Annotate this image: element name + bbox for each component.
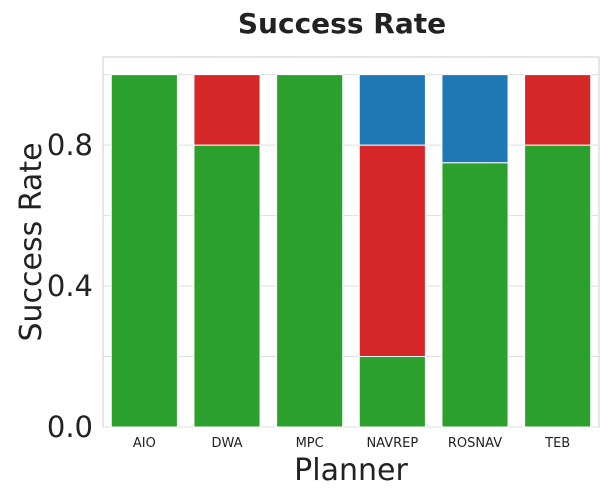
- y-tick-label: 0.8: [47, 128, 93, 162]
- bar-segment: [276, 74, 344, 428]
- bar-segment: [358, 74, 426, 146]
- bar-segment: [441, 162, 509, 428]
- x-tick-label: AIO: [133, 436, 156, 451]
- grid-lines: [103, 74, 599, 428]
- x-tick-label: ROSNAV: [448, 436, 502, 451]
- y-tick-label: 0.4: [47, 269, 93, 303]
- y-tick-labels: 0.0 0.4 0.8: [47, 128, 93, 444]
- bars: [110, 74, 592, 428]
- bar-segment: [358, 356, 426, 428]
- bar-segment: [193, 144, 261, 428]
- x-tick-labels: AIO DWA MPC NAVREP ROSNAV TEB: [133, 436, 570, 451]
- bar-segment: [193, 74, 261, 146]
- bar-segment: [110, 74, 178, 428]
- x-tick-label: MPC: [296, 436, 324, 451]
- x-tick-label: NAVREP: [366, 436, 418, 451]
- x-tick-label: TEB: [544, 436, 570, 451]
- y-axis-label: Success Rate: [14, 142, 49, 341]
- bar-segment: [524, 144, 592, 428]
- bar-segment: [524, 74, 592, 146]
- y-tick-label: 0.0: [47, 410, 93, 444]
- chart-title: Success Rate: [238, 7, 446, 40]
- bar-segment: [441, 74, 509, 164]
- bar-segment: [358, 144, 426, 358]
- x-axis-label: Planner: [294, 453, 408, 488]
- plot-area: [102, 56, 600, 428]
- x-tick-label: DWA: [211, 436, 242, 451]
